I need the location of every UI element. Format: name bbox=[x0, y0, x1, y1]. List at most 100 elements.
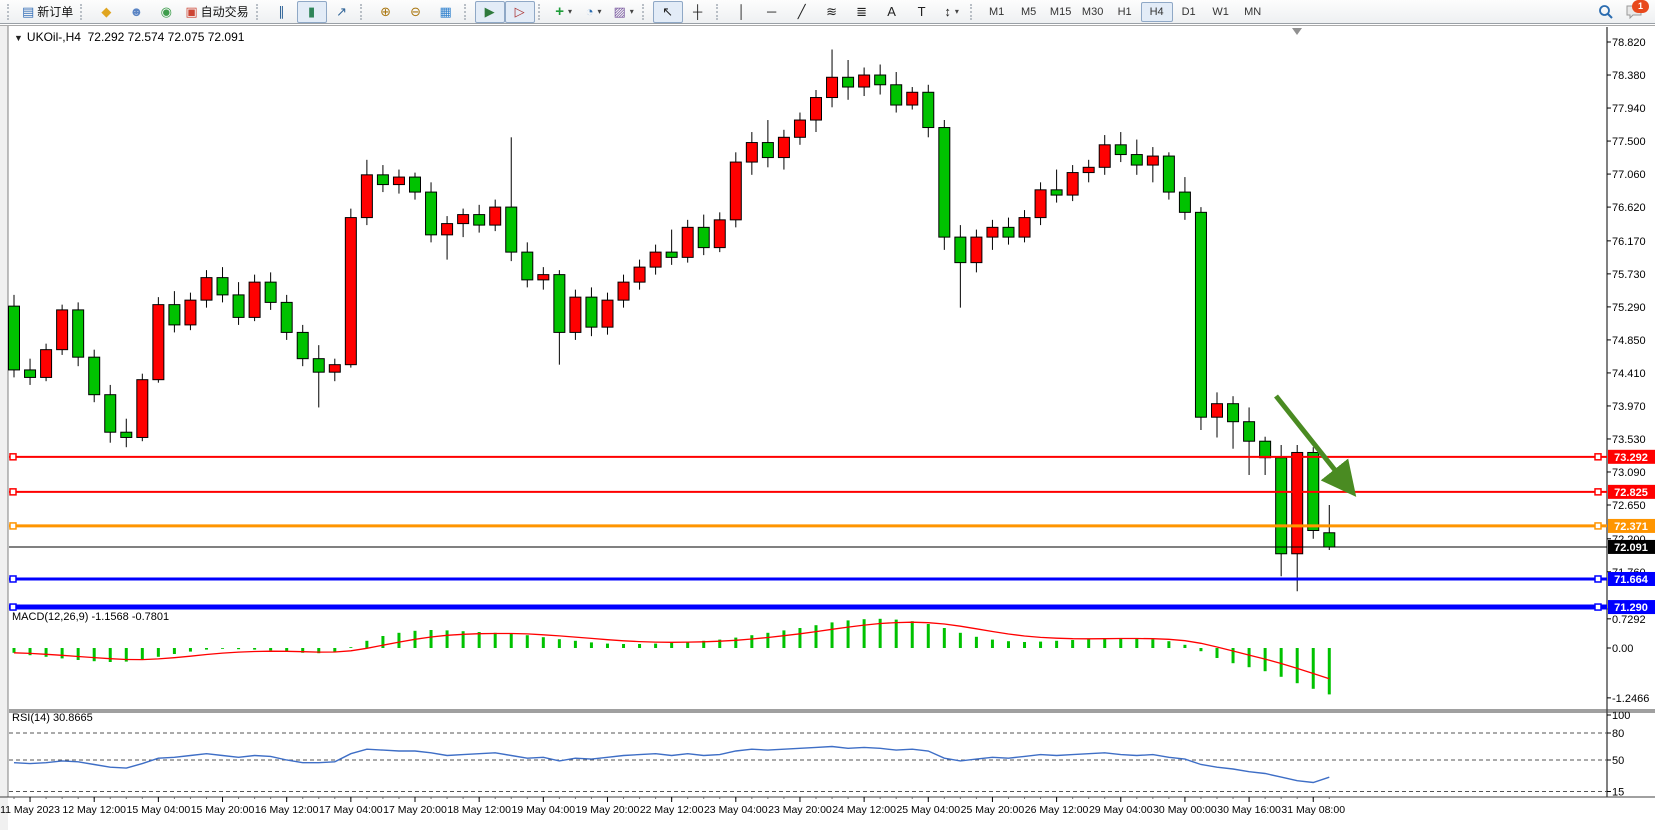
price-badge-label: 73.292 bbox=[1614, 452, 1648, 464]
toolbar-separator bbox=[359, 3, 368, 20]
chevron-down-icon[interactable]: ▾ bbox=[629, 7, 634, 16]
text-label-button[interactable]: T bbox=[907, 1, 937, 23]
timeframe-d1[interactable]: D1 bbox=[1181, 5, 1196, 18]
toolbar-separator bbox=[715, 3, 724, 20]
vertical-line-button[interactable]: │ bbox=[727, 1, 757, 23]
line-handle-left[interactable] bbox=[9, 575, 17, 583]
line-handle-left[interactable] bbox=[9, 522, 17, 530]
candle-body bbox=[601, 299, 614, 328]
zoom-out-button[interactable]: ⊖ bbox=[401, 1, 431, 23]
chart-shift-button[interactable]: ▷ bbox=[504, 0, 535, 23]
rsi-tick-label: 50 bbox=[1612, 755, 1624, 767]
line-handle-right[interactable] bbox=[1594, 453, 1602, 461]
timeframe-m15[interactable]: M15 bbox=[1049, 5, 1072, 18]
cursor-button[interactable]: ↖ bbox=[652, 0, 683, 23]
line-handle-right[interactable] bbox=[1594, 575, 1602, 583]
timeframe-m1[interactable]: M1 bbox=[988, 5, 1005, 18]
time-tick-label: 30 May 00:00 bbox=[1153, 804, 1217, 816]
auto-scroll-icon: ▶ bbox=[484, 4, 495, 19]
tile-windows-button[interactable]: ▦ bbox=[431, 1, 461, 23]
candle-body bbox=[344, 217, 357, 366]
candle-body bbox=[505, 206, 518, 253]
fibonacci-button[interactable]: ≣ bbox=[847, 1, 877, 23]
notifications-button[interactable]: 1 bbox=[1623, 0, 1649, 22]
line-handle-left[interactable] bbox=[9, 603, 17, 611]
line-chart-button[interactable]: ↗ bbox=[327, 1, 357, 23]
toolbar-separator bbox=[537, 3, 546, 20]
zoom-in-button[interactable]: ⊕ bbox=[371, 1, 401, 23]
price-badge-71.290 bbox=[1608, 600, 1655, 615]
new-order-button[interactable]: ▤ 新订单 bbox=[18, 1, 77, 23]
candle-body bbox=[56, 309, 69, 351]
autotrading-label: 自动交易 bbox=[200, 5, 249, 19]
line-handle-left[interactable] bbox=[9, 488, 17, 496]
price-tick-label: 77.060 bbox=[1612, 169, 1646, 181]
bars-chart-button[interactable]: ∥ bbox=[267, 1, 297, 23]
time-tick-label: 31 May 08:00 bbox=[1281, 804, 1345, 816]
time-tick-label: 17 May 20:00 bbox=[383, 804, 447, 816]
candle-body bbox=[617, 281, 630, 301]
trendline-button[interactable]: ╱ bbox=[787, 1, 817, 23]
toolbar-separator bbox=[969, 3, 978, 20]
auto-scroll-button[interactable]: ▶ bbox=[474, 0, 505, 23]
chevron-down-icon[interactable]: ▾ bbox=[954, 7, 959, 16]
timeframe-mn[interactable]: MN bbox=[1244, 5, 1262, 18]
periods-button[interactable]: ◔ ▾ bbox=[579, 1, 609, 23]
price-tick-label: 77.940 bbox=[1612, 103, 1646, 115]
line-handle-left[interactable] bbox=[9, 453, 17, 461]
line-handle-right[interactable] bbox=[1594, 488, 1602, 496]
candle-body bbox=[793, 119, 806, 138]
price-badge-label: 71.290 bbox=[1614, 602, 1648, 614]
trend-arrow-annotation[interactable] bbox=[1274, 394, 1357, 497]
line-handle-right[interactable] bbox=[1594, 522, 1602, 530]
candle-body bbox=[248, 281, 261, 318]
line-handle-right[interactable] bbox=[1594, 603, 1602, 611]
search-button[interactable] bbox=[1595, 2, 1617, 22]
toolbar-right: 1 bbox=[1595, 0, 1651, 22]
time-tick-label: 19 May 20:00 bbox=[576, 804, 640, 816]
candle-body bbox=[537, 274, 550, 281]
chart-shift-marker[interactable] bbox=[1292, 28, 1302, 35]
toolbar-separator bbox=[255, 3, 264, 20]
price-tick-label: 75.290 bbox=[1612, 302, 1646, 314]
chevron-down-icon[interactable]: ▾ bbox=[568, 7, 573, 16]
candle-body bbox=[88, 356, 101, 396]
text-button[interactable]: A bbox=[877, 1, 907, 23]
add-indicator-button[interactable]: + ▾ bbox=[549, 1, 579, 23]
price-tick-label: 76.620 bbox=[1612, 202, 1646, 214]
candles-chart-button[interactable]: ▮ bbox=[296, 0, 327, 23]
horizontal-line-button[interactable]: ─ bbox=[757, 1, 787, 23]
timeframe-m30[interactable]: M30 bbox=[1081, 5, 1104, 18]
timeframe-h4[interactable]: H4 bbox=[1140, 1, 1173, 22]
rsi-tick-label: 80 bbox=[1612, 728, 1624, 740]
candle-body bbox=[24, 369, 37, 378]
time-tick-label: 15 May 04:00 bbox=[127, 804, 191, 816]
timeframe-m5[interactable]: M5 bbox=[1020, 5, 1037, 18]
cursor-icon: ↖ bbox=[662, 4, 674, 19]
candle-body bbox=[1146, 155, 1159, 166]
candle-body bbox=[232, 294, 245, 318]
signals-button[interactable]: ◉ bbox=[151, 1, 181, 23]
collapse-icon[interactable]: ▼ bbox=[14, 33, 23, 43]
arrow-objects-button[interactable]: ↕ ▾ bbox=[937, 1, 967, 23]
templates-button[interactable]: ▨ ▾ bbox=[609, 1, 639, 23]
equidistant-channel-icon: ≋ bbox=[826, 4, 838, 19]
autotrading-button[interactable]: ▣ 自动交易 bbox=[181, 1, 252, 23]
chevron-down-icon[interactable]: ▾ bbox=[597, 7, 602, 16]
toolbar-separator bbox=[7, 3, 15, 20]
price-badge-72.371 bbox=[1608, 518, 1655, 533]
timeframe-w1[interactable]: W1 bbox=[1212, 5, 1229, 18]
timeframe-h1[interactable]: H1 bbox=[1117, 5, 1132, 18]
candle-body bbox=[409, 176, 421, 193]
new-order-label: 新订单 bbox=[37, 5, 74, 19]
candle-body bbox=[585, 296, 598, 328]
price-badge-72.825 bbox=[1608, 484, 1655, 499]
chart-title: ▼ UKOil-,H4 72.292 72.574 72.075 72.091 bbox=[14, 30, 244, 44]
equidistant-channel-button[interactable]: ≋ bbox=[817, 1, 847, 23]
notification-badge: 1 bbox=[1632, 0, 1649, 13]
crosshair-button[interactable]: ┼ bbox=[683, 1, 713, 23]
new-chart-button[interactable]: ◆ bbox=[91, 1, 121, 23]
price-tick-label: 76.170 bbox=[1612, 236, 1646, 248]
profiles-button[interactable]: ☻ bbox=[121, 1, 151, 23]
